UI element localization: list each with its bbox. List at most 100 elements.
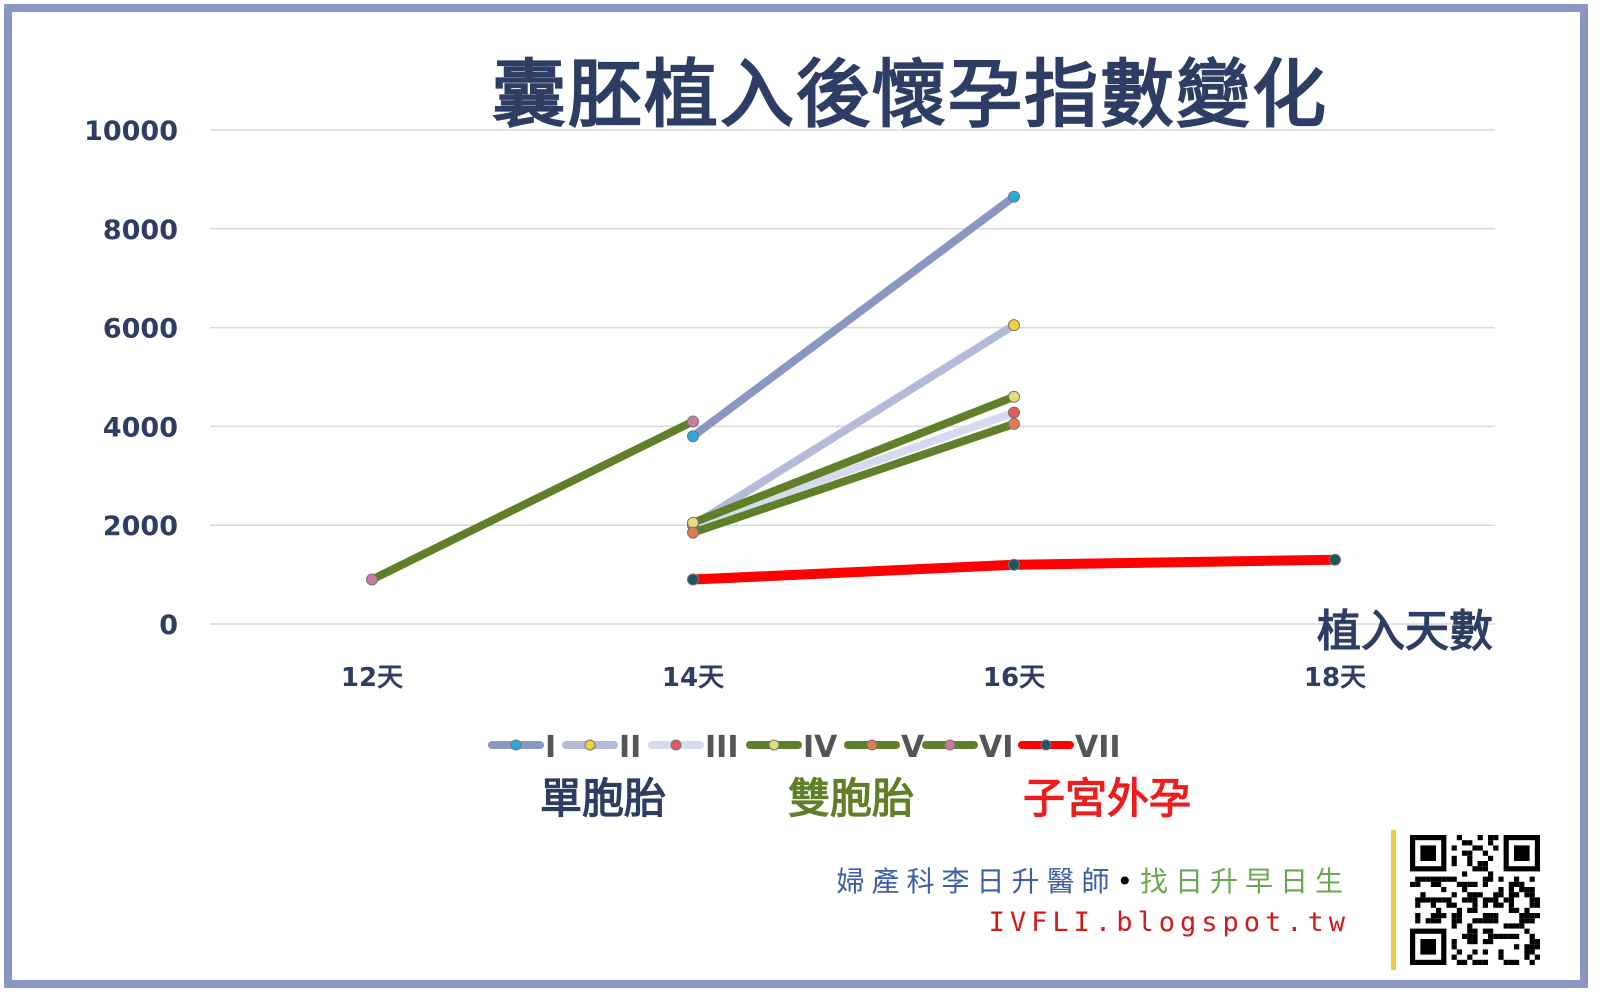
data-point-I bbox=[1008, 190, 1020, 203]
qr-module bbox=[1488, 876, 1494, 882]
qr-module bbox=[1498, 954, 1504, 960]
qr-module bbox=[1467, 954, 1473, 960]
qr-module bbox=[1446, 876, 1452, 882]
qr-module bbox=[1498, 933, 1504, 939]
qr-module bbox=[1493, 835, 1499, 841]
qr-module bbox=[1498, 949, 1504, 955]
group-label-ectopic: 子宮外孕 bbox=[1023, 774, 1192, 823]
y-tick-label: 8000 bbox=[103, 215, 178, 246]
qr-module bbox=[1524, 954, 1530, 960]
qr-module bbox=[1451, 923, 1457, 929]
gridlines bbox=[210, 129, 1495, 625]
qr-module bbox=[1472, 881, 1478, 887]
qr-module bbox=[1529, 897, 1535, 903]
legend-marker-III bbox=[670, 739, 682, 751]
qr-module bbox=[1529, 944, 1535, 950]
qr-module bbox=[1441, 913, 1447, 919]
qr-module bbox=[1441, 876, 1447, 882]
qr-module bbox=[1451, 954, 1457, 960]
qr-module bbox=[1451, 939, 1457, 945]
qr-module bbox=[1472, 907, 1478, 913]
qr-module bbox=[1508, 881, 1514, 887]
doctor-name: 婦產科李日升醫師 bbox=[836, 865, 1117, 898]
qr-module bbox=[1446, 897, 1452, 903]
qr-module bbox=[1514, 907, 1520, 913]
qr-module bbox=[1503, 923, 1509, 929]
qr-module bbox=[1462, 897, 1468, 903]
qr-module bbox=[1410, 881, 1416, 887]
qr-module bbox=[1462, 871, 1468, 877]
qr-module bbox=[1420, 876, 1426, 882]
y-axis-ticks: 0 2000 4000 6000 8000 10000 bbox=[84, 116, 178, 641]
qr-module bbox=[1425, 897, 1431, 903]
qr-module bbox=[1498, 876, 1504, 882]
qr-module bbox=[1498, 902, 1504, 908]
qr-module bbox=[1451, 902, 1457, 908]
qr-module bbox=[1508, 907, 1514, 913]
qr-module bbox=[1508, 887, 1514, 893]
legend-marker-IV bbox=[768, 739, 780, 751]
qr-module bbox=[1451, 845, 1457, 851]
qr-module bbox=[1415, 918, 1421, 924]
legend-label: VII bbox=[1075, 730, 1121, 765]
qr-module bbox=[1524, 913, 1530, 919]
legend-label: III bbox=[705, 730, 739, 765]
qr-module bbox=[1534, 897, 1540, 903]
qr-module bbox=[1514, 933, 1520, 939]
blog-url[interactable]: IVFLI.blogspot.tw bbox=[988, 907, 1350, 938]
qr-module bbox=[1519, 881, 1525, 887]
qr-module bbox=[1503, 959, 1509, 965]
qr-module bbox=[1529, 949, 1535, 955]
slogan: 找日升早日生 bbox=[1139, 865, 1350, 898]
qr-module bbox=[1508, 959, 1514, 965]
qr-module bbox=[1472, 845, 1478, 851]
qr-module bbox=[1488, 835, 1494, 841]
qr-module bbox=[1415, 881, 1421, 887]
y-tick-label: 0 bbox=[159, 610, 178, 641]
qr-module bbox=[1477, 918, 1483, 924]
qr-module bbox=[1472, 918, 1478, 924]
legend-label: V bbox=[901, 730, 925, 765]
qr-module bbox=[1451, 918, 1457, 924]
qr-module bbox=[1482, 902, 1488, 908]
qr-module bbox=[1514, 892, 1520, 898]
qr-module bbox=[1472, 949, 1478, 955]
qr-module bbox=[1534, 954, 1540, 960]
qr-module bbox=[1467, 928, 1473, 934]
series-line-II bbox=[689, 321, 1018, 530]
qr-module bbox=[1482, 939, 1488, 945]
qr-module bbox=[1477, 959, 1483, 965]
legend-marker-VI bbox=[944, 739, 956, 751]
qr-module bbox=[1467, 850, 1473, 856]
y-tick-label: 6000 bbox=[103, 314, 178, 345]
qr-module bbox=[1462, 959, 1468, 965]
qr-module bbox=[1529, 913, 1535, 919]
qr-module bbox=[1456, 959, 1462, 965]
series-line-III bbox=[689, 408, 1018, 530]
qr-module bbox=[1436, 897, 1442, 903]
qr-module bbox=[1451, 892, 1457, 898]
qr-module bbox=[1493, 918, 1499, 924]
qr-module bbox=[1467, 933, 1473, 939]
series-VII bbox=[687, 553, 1341, 586]
qr-module bbox=[1467, 861, 1473, 867]
qr-module bbox=[1477, 866, 1483, 872]
qr-module bbox=[1508, 923, 1514, 929]
qr-module bbox=[1456, 907, 1462, 913]
qr-module bbox=[1425, 918, 1431, 924]
legend-marker-V bbox=[866, 739, 878, 751]
legend: I II III IV V VI VII bbox=[488, 730, 1121, 765]
qr-module bbox=[1467, 923, 1473, 929]
qr-module bbox=[1524, 949, 1530, 955]
series-line-IV bbox=[689, 392, 1018, 527]
qr-finder-core bbox=[1514, 845, 1530, 861]
qr-module bbox=[1477, 845, 1483, 851]
data-point-III bbox=[1008, 406, 1020, 419]
qr-module bbox=[1415, 876, 1421, 882]
qr-module bbox=[1482, 913, 1488, 919]
qr-finder-core bbox=[1420, 845, 1436, 861]
qr-module bbox=[1456, 949, 1462, 955]
qr-module bbox=[1493, 913, 1499, 919]
qr-module bbox=[1451, 855, 1457, 861]
